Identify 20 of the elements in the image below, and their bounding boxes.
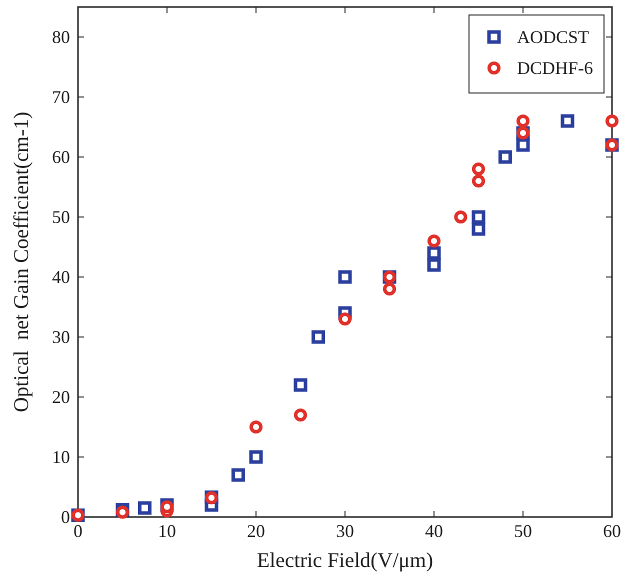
y-tick-label: 80	[52, 27, 70, 47]
y-axis-title: Optical net Gain Coefficient(cm-1)	[9, 112, 33, 412]
x-tick-label: 0	[74, 521, 82, 541]
x-tick-label: 50	[514, 521, 532, 541]
y-tick-label: 0	[61, 507, 70, 527]
legend-label: DCDHF-6	[517, 58, 594, 78]
y-tick-label: 20	[52, 387, 70, 407]
y-tick-label: 50	[52, 207, 70, 227]
legend-label: AODCST	[517, 27, 590, 47]
x-tick-label: 30	[336, 521, 354, 541]
x-tick-label: 60	[603, 521, 621, 541]
x-axis-title: Electric Field(V/μm)	[256, 548, 434, 572]
y-tick-label: 60	[52, 147, 70, 167]
x-tick-label: 40	[425, 521, 443, 541]
y-tick-label: 10	[52, 447, 70, 467]
y-tick-label: 70	[52, 87, 70, 107]
x-tick-label: 10	[158, 521, 176, 541]
x-tick-label: 20	[247, 521, 265, 541]
y-tick-label: 30	[52, 327, 70, 347]
y-tick-label: 40	[52, 267, 70, 287]
